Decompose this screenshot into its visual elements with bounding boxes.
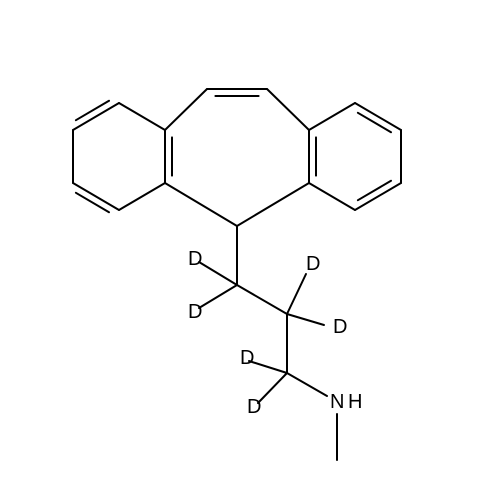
bond (287, 274, 306, 314)
atom-label-d3: D (306, 253, 320, 275)
bond (73, 183, 119, 210)
bond (73, 103, 119, 130)
bond (355, 183, 401, 210)
bond (199, 285, 237, 308)
bond (165, 89, 207, 130)
atom-label-n: N (330, 391, 344, 413)
atom-label-d4: D (333, 316, 347, 338)
molecule-diagram: D D D D D D NH (0, 0, 500, 500)
atom-label-d5: D (240, 347, 254, 369)
bond (287, 314, 324, 325)
bond (258, 373, 287, 403)
bond (267, 89, 309, 130)
bond (249, 361, 287, 373)
atom-label-h: H (348, 391, 362, 413)
bond (199, 262, 237, 285)
bond (76, 193, 109, 212)
bond (119, 183, 165, 210)
bond (358, 181, 391, 200)
bond (358, 113, 391, 132)
bond (287, 373, 327, 396)
bond (76, 101, 109, 120)
bond (237, 285, 287, 314)
atom-label-d6: D (247, 396, 261, 418)
bond (119, 103, 165, 130)
bond (237, 183, 309, 226)
bond (355, 103, 401, 130)
atom-label-d1: D (188, 248, 202, 270)
bond (309, 183, 355, 210)
bond (309, 103, 355, 130)
atom-label-d2: D (188, 301, 202, 323)
bond (165, 183, 237, 226)
